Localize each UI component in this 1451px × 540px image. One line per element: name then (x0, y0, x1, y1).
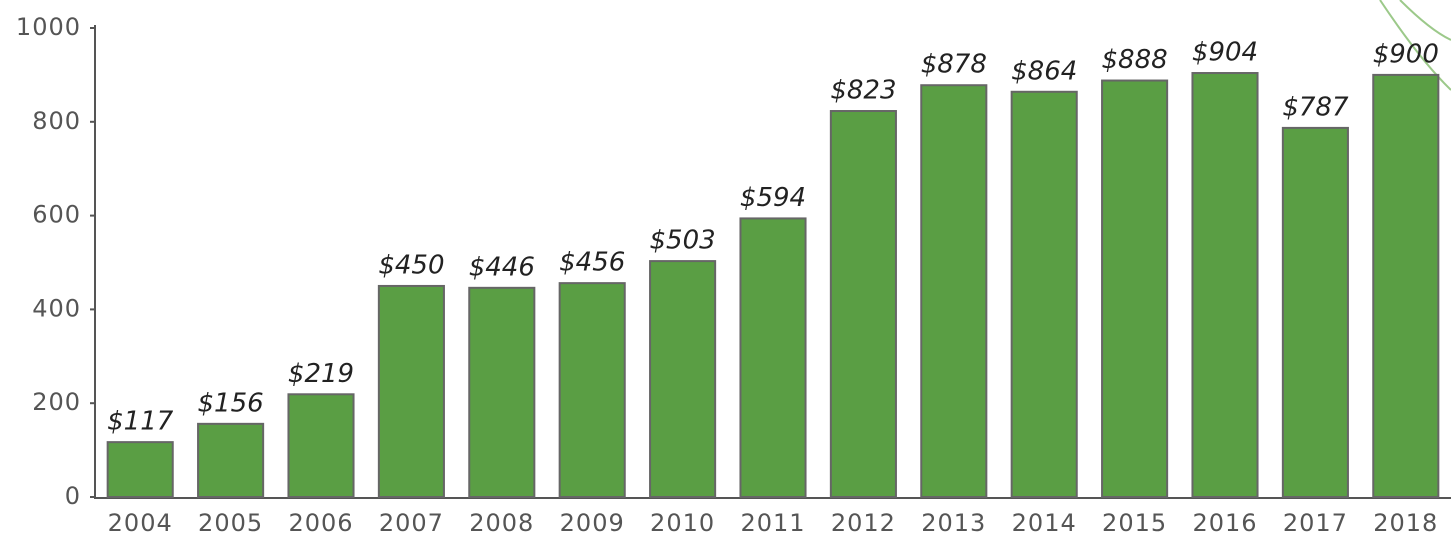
value-label: $864 (1011, 56, 1077, 86)
x-tick-label: 2015 (1102, 509, 1167, 537)
value-label: $823 (830, 76, 896, 106)
x-tick-label: 2013 (921, 509, 986, 537)
bar (106, 441, 174, 499)
value-label: $787 (1282, 92, 1349, 122)
x-tick-label: 2018 (1373, 509, 1438, 537)
bar (377, 284, 445, 499)
y-tick-label: 400 (32, 294, 81, 322)
bar (558, 282, 626, 498)
value-label: $156 (198, 388, 264, 418)
value-label: $117 (107, 407, 174, 437)
value-label: $503 (650, 226, 716, 256)
x-tick-label: 2012 (831, 509, 896, 537)
bar (197, 422, 265, 498)
bar (829, 110, 897, 498)
bar (287, 393, 355, 498)
bar (739, 217, 807, 498)
y-tick-label: 0 (65, 482, 81, 510)
y-tick-label: 1000 (16, 13, 81, 41)
leaf-decoration (1379, 0, 1451, 91)
x-tick-label: 2014 (1012, 509, 1077, 537)
y-tick-label: 800 (32, 107, 81, 135)
x-tick-label: 2008 (469, 509, 534, 537)
x-tick-label: 2017 (1283, 509, 1348, 537)
value-label: $888 (1102, 45, 1168, 75)
bar (1281, 126, 1349, 498)
bar (1191, 72, 1259, 499)
x-tick-label: 2006 (288, 509, 353, 537)
bar (1010, 90, 1078, 498)
x-tick-label: 2010 (650, 509, 715, 537)
value-label: $219 (288, 359, 354, 389)
value-label: $594 (740, 183, 806, 213)
bar (468, 286, 536, 498)
y-tick-label: 200 (32, 388, 81, 416)
bar (1372, 73, 1440, 499)
value-label: $450 (378, 250, 444, 280)
value-label: $878 (921, 50, 987, 80)
bar (920, 84, 988, 499)
value-label: $904 (1192, 38, 1258, 68)
value-label: $446 (469, 252, 535, 282)
x-tick-label: 2004 (108, 509, 173, 537)
bar (649, 260, 717, 498)
x-tick-label: 2016 (1192, 509, 1257, 537)
value-label: $456 (559, 248, 625, 278)
value-label: $900 (1373, 39, 1439, 69)
x-tick-label: 2005 (198, 509, 263, 537)
x-tick-label: 2007 (379, 509, 444, 537)
bar (1101, 79, 1169, 498)
x-tick-label: 2011 (740, 509, 805, 537)
y-tick-label: 600 (32, 201, 81, 229)
x-tick-label: 2009 (560, 509, 625, 537)
